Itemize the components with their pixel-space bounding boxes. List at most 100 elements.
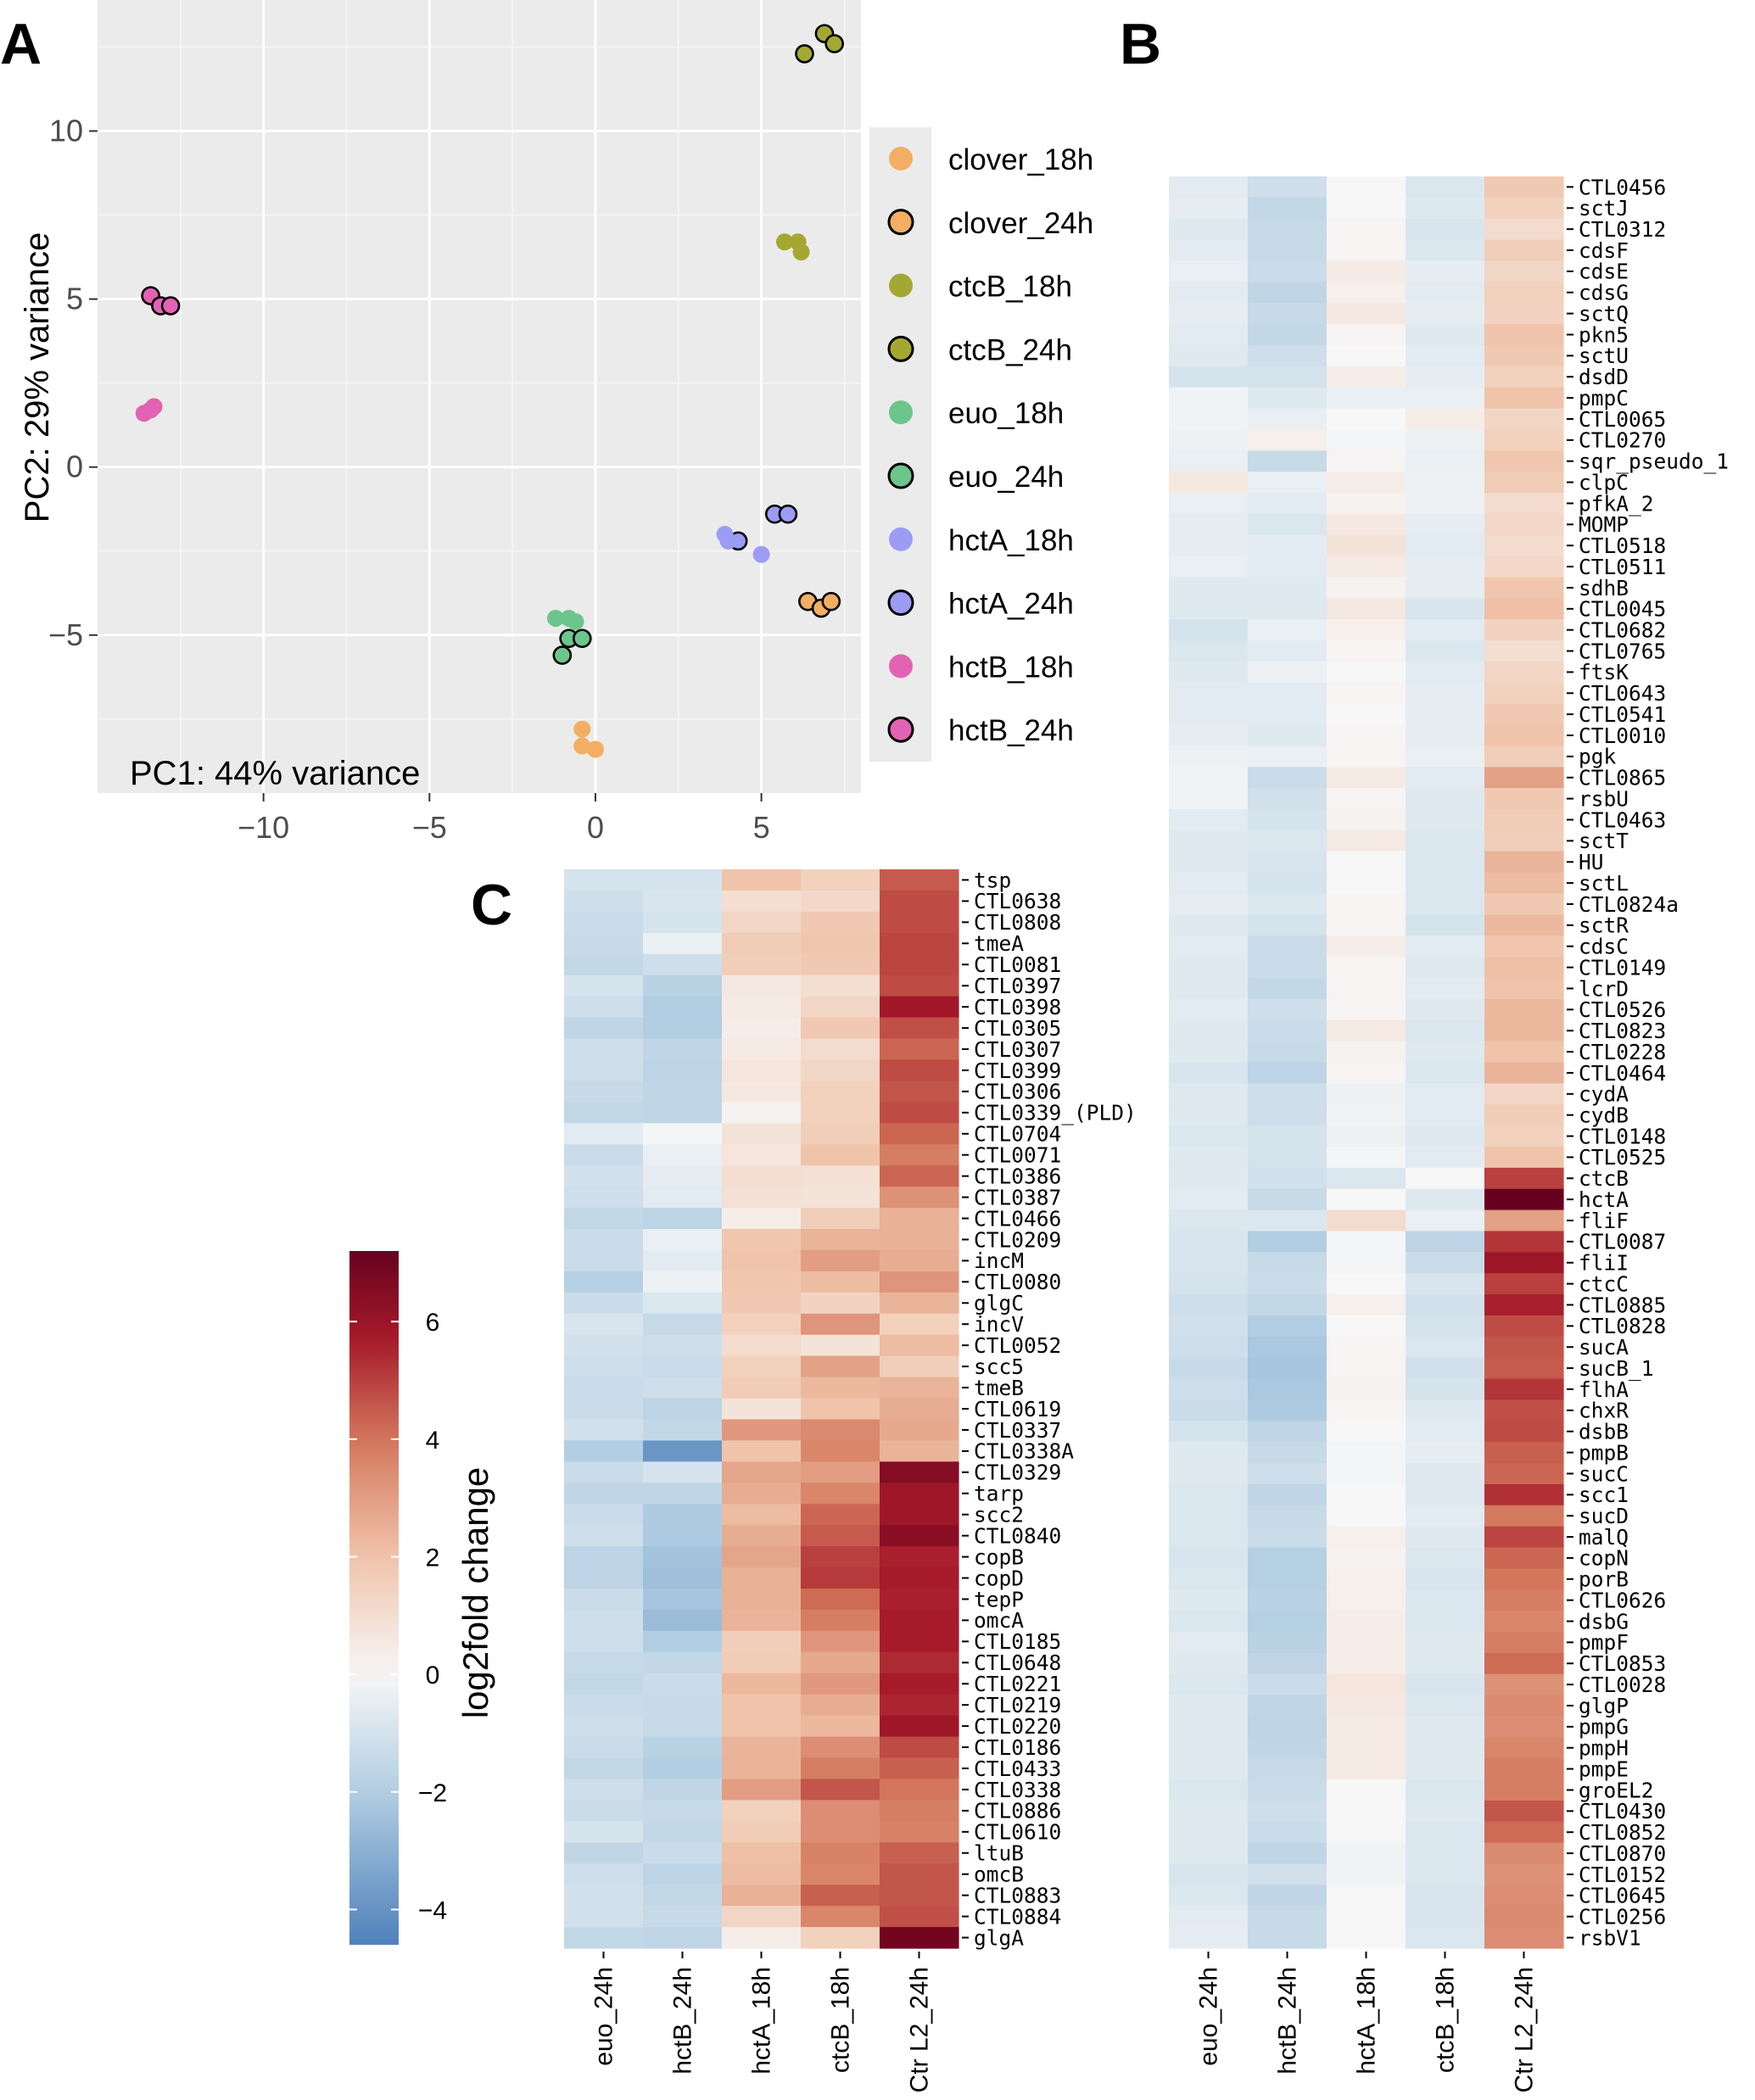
- heatmap-b-cell: [1169, 788, 1249, 810]
- heatmap-c-cell: [722, 1249, 802, 1272]
- heatmap-c-cell: [564, 1673, 644, 1695]
- heatmap-c-cell: [643, 1546, 723, 1568]
- heatmap-b-cell: [1327, 703, 1406, 726]
- heatmap-b-cell: [1169, 1842, 1249, 1865]
- heatmap-b-cell: [1406, 893, 1485, 916]
- heatmap-c-cell: [564, 911, 644, 934]
- heatmap-b-row-label: cydB: [1579, 1103, 1629, 1127]
- heatmap-b-cell: [1169, 1062, 1249, 1084]
- heatmap-c-row-label: CTL0185: [974, 1629, 1061, 1654]
- pca-point-hctA_18h: [719, 532, 737, 550]
- heatmap-b-cell: [1406, 1336, 1485, 1359]
- heatmap-b-row-label: pmpB: [1579, 1440, 1629, 1465]
- heatmap-c-cell: [880, 1038, 959, 1061]
- heatmap-b-row-label: CTL0087: [1579, 1230, 1666, 1254]
- heatmap-b-cell: [1248, 1927, 1327, 1949]
- heatmap-b-cell: [1484, 1146, 1564, 1169]
- heatmap-b-cell: [1327, 661, 1406, 684]
- heatmap-c-cell: [643, 890, 723, 913]
- heatmap-b-cell: [1248, 556, 1327, 578]
- heatmap-c-cell: [801, 1800, 880, 1822]
- heatmap-b-row-label: copN: [1579, 1546, 1629, 1571]
- heatmap-b-cell: [1169, 1421, 1249, 1443]
- heatmap-b-row-label: rsbU: [1579, 786, 1629, 811]
- heatmap-b-row-label: fliI: [1579, 1251, 1629, 1276]
- heatmap-b-cell: [1248, 1104, 1327, 1126]
- heatmap-b-cell: [1169, 936, 1249, 958]
- pca-x-tick-label: 5: [753, 810, 770, 845]
- heatmap-b-cell: [1327, 1125, 1406, 1148]
- heatmap-c-cell: [722, 1821, 802, 1843]
- legend-label-hctB_24h: hctB_24h: [948, 714, 1074, 747]
- heatmap-b-cell: [1169, 1209, 1249, 1232]
- heatmap-c-cell: [643, 1355, 723, 1378]
- heatmap-b-cell: [1484, 1800, 1564, 1823]
- heatmap-c-row-label: CTL0840: [974, 1523, 1061, 1548]
- heatmap-b-cell: [1327, 1421, 1406, 1443]
- heatmap-c-row-label: CTL0886: [974, 1799, 1061, 1824]
- heatmap-b-cell: [1248, 1716, 1327, 1738]
- heatmap-c-cell: [722, 1165, 802, 1187]
- heatmap-b-cell: [1248, 1483, 1327, 1506]
- heatmap-c-cell: [801, 1715, 880, 1738]
- heatmap-b-cell: [1406, 829, 1485, 852]
- heatmap-c-cell: [801, 1673, 880, 1695]
- heatmap-c-cell: [564, 1842, 644, 1864]
- heatmap-b-cell: [1484, 1885, 1564, 1907]
- legend-label-ctcB_18h: ctcB_18h: [948, 271, 1072, 304]
- heatmap-b-row-label: pmpF: [1579, 1630, 1629, 1655]
- heatmap-b-cell: [1484, 344, 1564, 367]
- heatmap-c-cell: [643, 932, 723, 955]
- heatmap-c-cell: [643, 1906, 723, 1928]
- heatmap-b-cell: [1248, 1589, 1327, 1611]
- heatmap-c-cell: [801, 1842, 880, 1864]
- heatmap-c-cell: [880, 1419, 959, 1442]
- heatmap-b-cell: [1248, 957, 1327, 979]
- heatmap-c-row-label: CTL0433: [974, 1757, 1061, 1781]
- heatmap-b-cell: [1327, 1083, 1406, 1105]
- heatmap-b-cell: [1327, 1167, 1406, 1190]
- heatmap-c-cell: [801, 1504, 880, 1526]
- heatmap-b-cell: [1406, 809, 1485, 831]
- legend-swatch-euo_24h: [887, 462, 914, 489]
- legend-swatch-ctcB_18h: [889, 273, 913, 298]
- heatmap-b-cell: [1248, 1547, 1327, 1569]
- heatmap-b-cell: [1484, 1104, 1564, 1126]
- pca-point-euo_18h: [567, 612, 584, 630]
- heatmap-c-cell: [643, 1821, 723, 1843]
- heatmap-c-cell: [722, 975, 802, 997]
- heatmap-b-cell: [1406, 724, 1485, 747]
- heatmap-b-cell: [1327, 809, 1406, 831]
- heatmap-b-cell: [1248, 978, 1327, 1000]
- heatmap-b-cell: [1484, 598, 1564, 620]
- heatmap-b-row-label: CTL0430: [1579, 1799, 1666, 1824]
- heatmap-c-cell: [880, 1609, 959, 1632]
- heatmap-b-cell: [1406, 1526, 1485, 1549]
- heatmap-b-cell: [1327, 1209, 1406, 1232]
- heatmap-c-cell: [564, 1800, 644, 1822]
- heatmap-b-cell: [1169, 1146, 1249, 1169]
- heatmap-c-cell: [722, 911, 802, 934]
- heatmap-b-cell: [1406, 1188, 1485, 1211]
- heatmap-b-cell: [1327, 998, 1406, 1021]
- heatmap-b-cell: [1406, 1779, 1485, 1801]
- heatmap-b-cell: [1484, 450, 1564, 472]
- heatmap-b-cell: [1406, 1863, 1485, 1885]
- heatmap-b-cell: [1169, 1252, 1249, 1274]
- heatmap-b-cell: [1327, 1885, 1406, 1907]
- heatmap-b-cell: [1406, 936, 1485, 958]
- pca-point-hctA_18h: [752, 545, 770, 563]
- heatmap-b-cell: [1406, 197, 1485, 220]
- heatmap-b-cell: [1406, 1483, 1485, 1506]
- heatmap-c-cell: [564, 975, 644, 997]
- heatmap-c-cell: [722, 1736, 802, 1759]
- heatmap-c-cell: [880, 1313, 959, 1336]
- heatmap-b-row-label: sctL: [1579, 871, 1629, 896]
- heatmap-b-cell: [1406, 1631, 1485, 1654]
- heatmap-b-cell: [1248, 1146, 1327, 1169]
- heatmap-c-cell: [880, 1736, 959, 1759]
- heatmap-b-cell: [1406, 978, 1485, 1000]
- heatmap-c-cell: [722, 1842, 802, 1864]
- heatmap-c-row-label: CTL0386: [974, 1164, 1061, 1188]
- heatmap-b-cell: [1406, 1273, 1485, 1295]
